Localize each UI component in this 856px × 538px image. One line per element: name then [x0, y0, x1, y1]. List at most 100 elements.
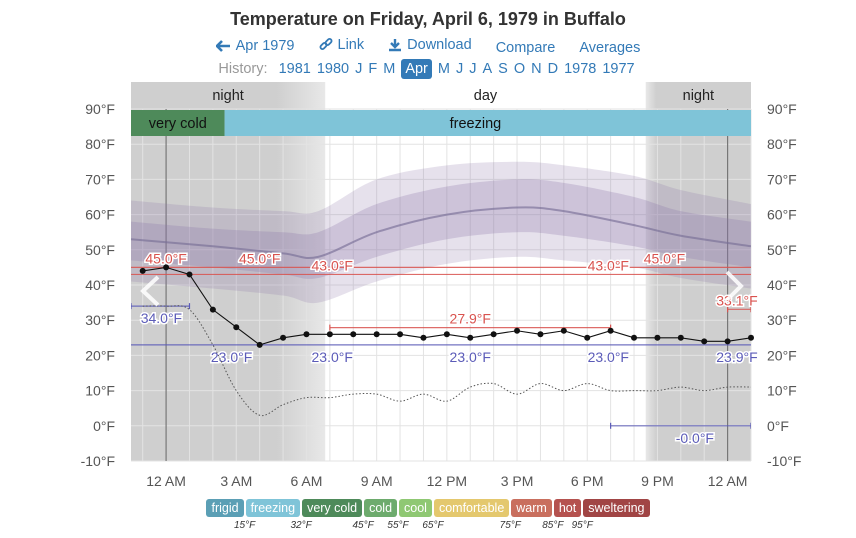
x-tick-label: 12 AM: [146, 473, 186, 489]
legend-chip-hot: hot: [553, 499, 582, 517]
chart-nav: Apr 1979 Link Download Compare Averages: [0, 37, 856, 56]
history-item-1[interactable]: 1980: [316, 61, 350, 77]
legend-threshold-5: 75°F: [499, 520, 521, 531]
ref-line-label: 45.0°F: [239, 250, 280, 266]
x-tick-label: 12 PM: [427, 473, 467, 489]
temperature-point: [654, 334, 661, 341]
history-item-15[interactable]: 1977: [602, 61, 635, 77]
page-title: Temperature on Friday, April 6, 1979 in …: [230, 9, 626, 29]
legend-threshold-1: 32°F: [290, 520, 312, 531]
temperature-point: [303, 331, 310, 338]
daylight-label-night: night: [212, 88, 243, 104]
compare-label: Compare: [495, 40, 556, 56]
y-tick-label-right: 80°F: [767, 136, 797, 152]
x-tick-label: 6 AM: [291, 473, 323, 489]
y-tick-label-right: 40°F: [767, 277, 797, 293]
y-tick-label-right: 60°F: [767, 207, 797, 223]
legend-chip-very-cold: very cold: [302, 499, 363, 517]
y-tick-label-left: 10°F: [85, 383, 115, 399]
ref-line-label: 34.0°F: [141, 310, 182, 326]
history-item-10[interactable]: S: [498, 61, 508, 77]
y-tick-label-left: 0°F: [93, 418, 115, 434]
legend-threshold-4: 65°F: [422, 520, 444, 531]
temperature-point: [233, 324, 240, 331]
temperature-point: [748, 334, 754, 341]
ref-line-label: 45.0°F: [644, 250, 685, 266]
reference-lines-group: [131, 266, 751, 429]
temperature-point: [724, 338, 731, 345]
history-item-6[interactable]: M: [437, 61, 450, 77]
temperature-point: [560, 327, 567, 334]
temperature-point: [467, 334, 474, 341]
download-label: Download: [407, 37, 472, 53]
chevron-left-icon[interactable]: [140, 275, 160, 307]
x-tick-label: 9 PM: [641, 473, 674, 489]
legend-chip-sweltering: sweltering: [583, 499, 650, 517]
chevron-right-icon[interactable]: [725, 270, 744, 302]
temperature-point: [397, 331, 404, 338]
legend-chip-cool: cool: [399, 499, 432, 517]
ref-line-label: 23.0°F: [211, 349, 252, 365]
y-tick-label-right: 90°F: [767, 101, 797, 117]
y-tick-label-left: 30°F: [85, 312, 115, 328]
arrow-left-icon: [215, 40, 230, 52]
temperature-point: [209, 306, 216, 313]
x-tick-label: 12 AM: [708, 473, 748, 489]
temperature-point: [139, 267, 146, 274]
x-tick-label: 3 PM: [501, 473, 534, 489]
legend-threshold-2: 45°F: [352, 520, 374, 531]
averages-link[interactable]: Averages: [579, 40, 640, 56]
y-tick-label-right: 20°F: [767, 347, 797, 363]
history-item-2[interactable]: J: [355, 61, 363, 77]
daylight-label-night: night: [683, 88, 714, 104]
temperature-point: [537, 331, 544, 338]
prev-month-label: Apr 1979: [235, 38, 295, 54]
history-item-5[interactable]: Apr: [401, 59, 432, 79]
temperature-point: [701, 338, 708, 345]
temp-band-very-cold: [131, 110, 225, 136]
permalink-link[interactable]: Link: [319, 37, 364, 53]
history-item-8[interactable]: J: [469, 61, 477, 77]
y-tick-label-left: 40°F: [85, 277, 115, 293]
y-tick-label-left: 60°F: [85, 207, 115, 223]
y-tick-label-left: 80°F: [85, 136, 115, 152]
normal-mean-line: [131, 206, 751, 260]
ref-line-label: -0.0°F: [676, 430, 714, 446]
daylight-label-day: day: [474, 88, 498, 104]
y-tick-label-right: -10°F: [767, 453, 801, 469]
dew-point-line: [142, 305, 751, 417]
history-item-7[interactable]: J: [455, 61, 464, 77]
y-tick-label-left: 50°F: [85, 242, 115, 258]
temperature-point: [373, 331, 380, 338]
history-item-13[interactable]: D: [547, 61, 559, 77]
legend-threshold-6: 85°F: [542, 520, 564, 531]
temperature-point: [186, 271, 193, 278]
history-nav: History: 1981 1980 J F M Apr M J J A S O N D 1978 1977: [0, 59, 856, 79]
ref-line-label: 43.0°F: [312, 257, 353, 273]
history-item-11[interactable]: O: [513, 61, 526, 77]
legend-chip-frigid: frigid: [206, 499, 244, 517]
history-item-14[interactable]: 1978: [564, 61, 597, 77]
history-item-0[interactable]: 1981: [278, 61, 311, 77]
temperature-point: [631, 334, 638, 341]
ref-line-label: 33.1°F: [716, 292, 757, 308]
legend-threshold-7: 95°F: [571, 520, 593, 531]
temp-band-label: very cold: [149, 116, 207, 132]
temperature-point: [514, 327, 521, 334]
download-link[interactable]: Download: [388, 37, 472, 53]
history-item-9[interactable]: A: [482, 61, 493, 77]
compare-link[interactable]: Compare: [496, 40, 556, 56]
legend-chip-cold: cold: [364, 499, 398, 517]
y-tick-label-right: 30°F: [767, 312, 797, 328]
night-shade-evening: [645, 82, 751, 461]
y-tick-label-right: 10°F: [767, 383, 797, 399]
history-item-4[interactable]: M: [383, 61, 396, 77]
temperature-point: [443, 331, 450, 338]
y-tick-label-left: 90°F: [85, 101, 115, 117]
history-item-12[interactable]: N: [531, 61, 542, 77]
legend-chip-comfortable: comfortable: [433, 499, 510, 517]
temp-band-freezing: [224, 110, 751, 136]
history-item-3[interactable]: F: [368, 61, 378, 77]
y-tick-label-right: 0°F: [767, 418, 789, 434]
prev-month-link[interactable]: Apr 1979: [215, 38, 295, 54]
